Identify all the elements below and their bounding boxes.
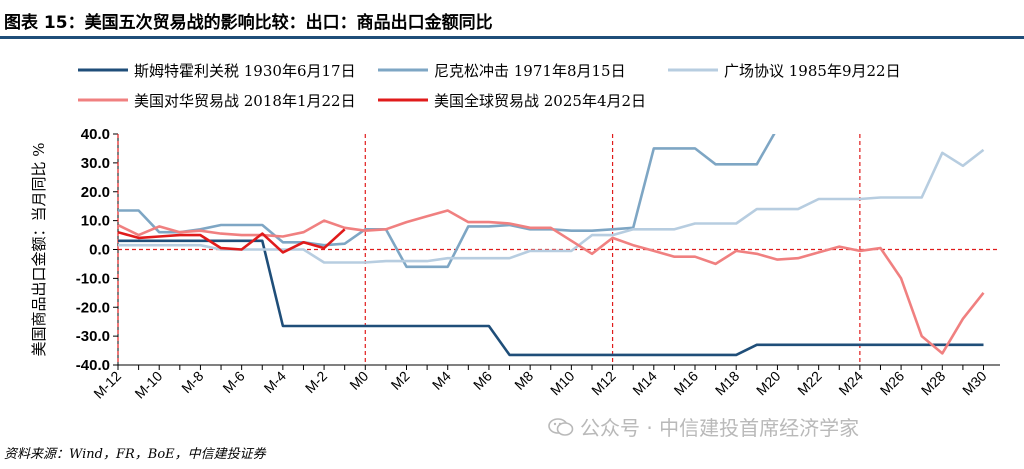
x-tick-label: M-8 <box>178 368 207 397</box>
x-tick-label: M20 <box>753 368 784 399</box>
y-axis-label: 美国商品出口金额：当月同比 % <box>30 142 48 356</box>
line-chart: 斯姆特霍利关税 1930年6月17日 尼克松冲击 1971年8月15日 广场协议 1… <box>30 62 1000 402</box>
chart-title: 图表 15：美国五次贸易战的影响比较：出口：商品出口金额同比 <box>4 13 493 33</box>
y-tick-label: 20.0 <box>81 184 110 201</box>
x-tick-label: M4 <box>429 368 454 393</box>
x-tick-label: M-4 <box>261 368 290 397</box>
x-tick-label: M12 <box>588 368 619 399</box>
watermark-text: 公众号 · 中信建投首席经济学家 <box>580 416 860 440</box>
x-tick-label: M2 <box>388 368 413 393</box>
legend-label: 斯姆特霍利关税 1930年6月17日 <box>134 62 356 80</box>
x-tick-label: M0 <box>346 368 371 393</box>
y-tick-label: 10.0 <box>81 213 110 230</box>
y-tick-label: -40.0 <box>76 357 110 374</box>
wechat-icon <box>548 417 574 436</box>
x-tick-label: M-2 <box>302 368 331 397</box>
series-line <box>118 148 985 264</box>
series-line <box>118 209 985 355</box>
y-tick-label: 30.0 <box>81 155 110 172</box>
x-tick-label: M-10 <box>131 368 165 402</box>
source-note: 资料来源：Wind，FR，BoE，中信建投证券 <box>4 447 266 462</box>
x-tick-label: M16 <box>671 368 702 399</box>
watermark: 公众号 · 中信建投首席经济学家 <box>548 412 859 441</box>
x-tick-label: M10 <box>547 368 578 399</box>
x-tick-label: M14 <box>629 368 660 399</box>
x-tick-label: M28 <box>918 368 949 399</box>
x-tick-label: M-6 <box>219 368 248 397</box>
x-tick-label: M24 <box>835 368 866 399</box>
legend-label: 美国全球贸易战 2025年4月2日 <box>434 92 646 110</box>
y-tick-label: -10.0 <box>76 270 110 287</box>
legend-label: 尼克松冲击 1971年8月15日 <box>434 62 626 80</box>
series-line <box>118 134 776 269</box>
title-divider <box>0 36 1024 39</box>
x-tick-label: M22 <box>794 368 825 399</box>
y-tick-label: -30.0 <box>76 328 110 345</box>
x-tick-label: M26 <box>877 368 908 399</box>
legend-label: 美国对华贸易战 2018年1月22日 <box>134 92 356 110</box>
x-tick-label: M18 <box>712 368 743 399</box>
y-tick-label: 40.0 <box>81 126 110 143</box>
y-tick-label: 0.0 <box>89 242 110 259</box>
series-line <box>118 239 984 357</box>
legend-label: 广场协议 1985年9月22日 <box>724 62 901 80</box>
x-tick-label: M8 <box>511 368 536 393</box>
y-tick-label: -20.0 <box>76 299 110 316</box>
series-line <box>118 228 346 254</box>
x-tick-label: M30 <box>959 368 990 399</box>
x-tick-label: M6 <box>470 368 495 393</box>
